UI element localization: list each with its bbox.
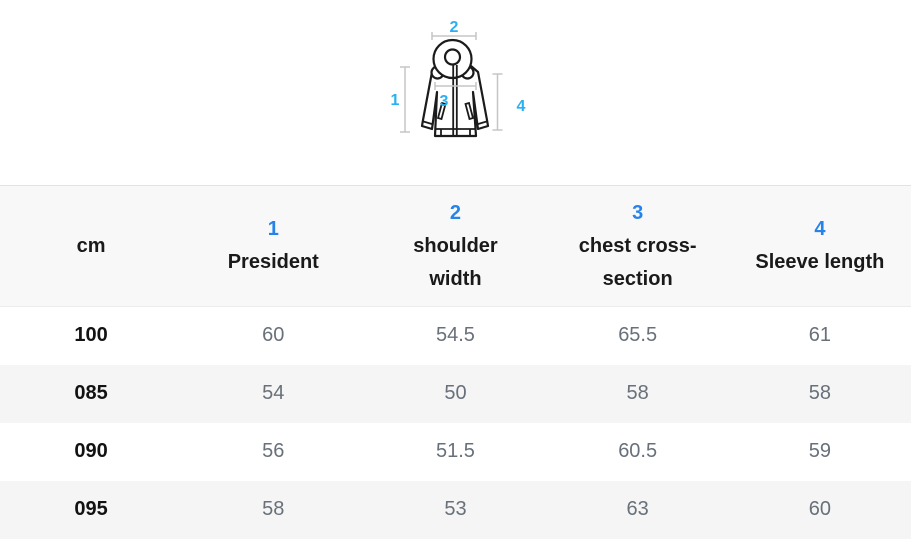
header-unit: cm [0,185,183,307]
header-row: cm 1 President 2 shoulder width 3 chest … [0,185,911,307]
size-chart-table: cm 1 President 2 shoulder width 3 chest … [0,185,911,539]
pocket-right [464,101,475,121]
diagram-label-1: 1 [391,92,400,109]
cuff-line-left [423,120,434,126]
header-president: 1 President [182,185,365,307]
jacket-outline [420,38,490,138]
jacket-diagram-svg: 1 2 3 4 [391,19,526,138]
pocket-left [436,101,447,121]
header-president-label: President [227,251,319,273]
value-cell: 54 [262,382,285,404]
diagram-label-4: 4 [517,98,526,115]
size-chart-body: 100 60 54.5 65.5 61 085 54 50 58 58 090 … [0,306,911,539]
header-number-3: 3 [632,201,644,224]
jacket-details [423,65,487,136]
header-number-1: 1 [267,218,279,240]
value-cell: 54.5 [436,324,475,347]
value-cell: 61 [808,324,831,347]
measure-lines [400,32,503,133]
value-cell: 63 [626,498,649,520]
header-unit-label: cm [76,234,106,257]
header-shoulder-width: 2 shoulder width [364,185,547,307]
value-cell: 60 [262,324,285,347]
value-cell: 60.5 [618,440,658,462]
size-cell: 090 [74,440,108,462]
table-row-085: 085 54 50 58 58 [0,364,911,423]
cuff-line-right [476,120,487,126]
table-row-100: 100 60 54.5 65.5 61 [0,306,911,365]
diagram-label-2: 2 [450,19,459,36]
value-cell: 60 [808,498,831,520]
header-number-2: 2 [449,201,462,224]
table-row-095: 095 58 53 63 60 [0,480,911,539]
value-cell: 56 [262,440,285,462]
header-chest-cross-section: 3 chest cross- section [546,185,729,307]
header-chest-line2: section [602,267,673,290]
hood-opening [443,48,462,66]
value-cell: 58 [626,382,649,404]
header-shoulder-line2: width [429,267,482,290]
size-cell: 095 [74,498,108,520]
value-cell: 65.5 [618,324,658,347]
value-cell: 58 [262,498,285,520]
header-chest-line1: chest cross- [578,234,697,257]
value-cell: 51.5 [436,440,475,462]
header-sleeve-length: 4 Sleeve length [728,185,911,307]
size-cell: 100 [74,324,108,347]
size-cell: 085 [74,382,108,404]
value-cell: 58 [808,382,831,404]
value-cell: 50 [444,382,467,404]
header-sleeve-label: Sleeve length [755,251,885,273]
header-shoulder-line1: shoulder [413,234,498,257]
value-cell: 59 [808,440,831,462]
table-row-090: 090 56 51.5 60.5 59 [0,422,911,481]
header-number-4: 4 [814,218,826,240]
value-cell: 53 [444,498,467,520]
diagram-label-3: 3 [440,93,449,110]
size-chart-header: cm 1 President 2 shoulder width 3 chest … [0,185,911,307]
jacket-measurement-diagram: 1 2 3 4 [382,12,532,147]
